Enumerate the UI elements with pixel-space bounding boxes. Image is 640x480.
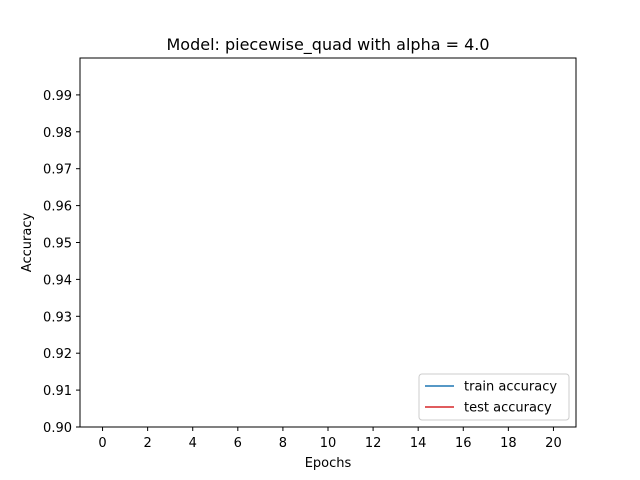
y-tick-label: 0.99 (43, 89, 72, 104)
x-tick-label: 16 (455, 436, 472, 451)
y-tick-label: 0.91 (43, 384, 72, 399)
y-axis-label: Accuracy (20, 213, 35, 273)
chart-title: Model: piecewise_quad with alpha = 4.0 (166, 35, 489, 55)
legend-box (418, 373, 570, 421)
y-tick-label: 0.97 (43, 163, 72, 178)
x-tick-label: 2 (143, 436, 151, 451)
legend: train accuracy test accuracy (418, 373, 570, 421)
y-tick-label: 0.98 (43, 126, 72, 141)
x-tick-label: 10 (320, 436, 337, 451)
y-tick-label: 0.94 (43, 273, 72, 288)
legend-label-train: train accuracy (464, 380, 557, 395)
y-tick-label: 0.96 (43, 200, 72, 215)
x-tick-label: 8 (279, 436, 287, 451)
x-tick-label: 20 (545, 436, 562, 451)
y-tick-label: 0.95 (43, 237, 72, 252)
x-tick-label: 4 (189, 436, 197, 451)
y-tick-label: 0.92 (43, 347, 72, 362)
x-tick-label: 18 (500, 436, 517, 451)
y-tick-label: 0.90 (43, 421, 72, 436)
x-tick-label: 14 (410, 436, 427, 451)
x-axis-ticks: 0 2 4 6 8 10 12 14 16 18 20 (98, 427, 562, 451)
x-tick-label: 0 (98, 436, 106, 451)
y-tick-label: 0.93 (43, 310, 72, 325)
x-tick-label: 6 (234, 436, 242, 451)
x-axis-label: Epochs (305, 456, 352, 471)
x-tick-label: 12 (365, 436, 382, 451)
legend-label-test: test accuracy (464, 401, 552, 416)
y-axis-ticks: 0.90 0.91 0.92 0.93 0.94 0.95 0.96 0.97 0.98 0.99 (43, 89, 80, 436)
axes-frame (79, 57, 577, 428)
